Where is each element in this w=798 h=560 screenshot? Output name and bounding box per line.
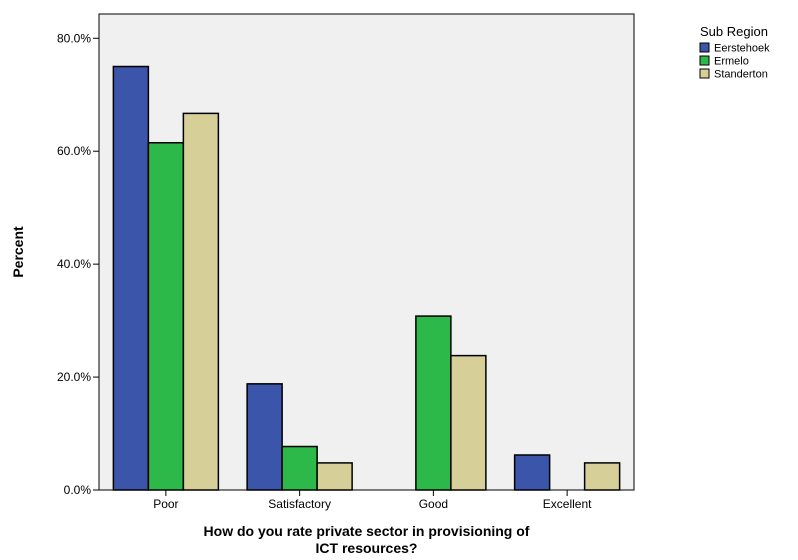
bar-excellent-standerton — [583, 462, 621, 491]
legend-label-ermelo: Ermelo — [714, 56, 749, 68]
y-tick-label: 20.0% — [57, 370, 91, 384]
legend-swatch-ermelo — [699, 55, 710, 66]
y-tick-label: 60.0% — [57, 144, 91, 158]
x-axis-title-line-2: ICT resources? — [316, 540, 418, 556]
y-axis: 0.0% 20.0% 40.0% 60.0% 80.0% — [57, 31, 99, 497]
y-axis-title: Percent — [10, 226, 26, 278]
x-axis: Poor Satisfactory Good Excellent — [153, 490, 592, 511]
legend-label-eerstehoek: Eerstehoek — [714, 43, 770, 55]
legend-swatch-eerstehoek — [699, 42, 710, 53]
legend-title: Sub Region — [700, 24, 768, 39]
legend-label-standerton: Standerton — [714, 69, 768, 81]
y-tick-label: 80.0% — [57, 31, 91, 45]
x-tick-label-satisfactory: Satisfactory — [268, 497, 331, 511]
bar-poor-standerton — [182, 112, 220, 491]
bar-excellent-eerstehoek — [513, 454, 551, 491]
x-axis-title-line-1: How do you rate private sector in provis… — [204, 523, 530, 539]
x-tick-label-excellent: Excellent — [543, 497, 592, 511]
bars-group — [112, 65, 621, 491]
bar-satisfactory-ermelo — [281, 445, 318, 491]
bar-poor-eerstehoek — [112, 65, 150, 491]
x-tick-label-poor: Poor — [153, 497, 178, 511]
bar-satisfactory-standerton — [316, 462, 353, 491]
y-tick-label: 0.0% — [64, 483, 92, 497]
x-tick-label-good: Good — [419, 497, 448, 511]
bar-good-ermelo — [415, 315, 452, 491]
bar-poor-ermelo — [147, 141, 185, 491]
y-tick-label: 40.0% — [57, 257, 91, 271]
bar-satisfactory-eerstehoek — [246, 383, 283, 491]
legend-swatch-standerton — [699, 68, 710, 79]
bar-good-standerton — [450, 354, 487, 491]
